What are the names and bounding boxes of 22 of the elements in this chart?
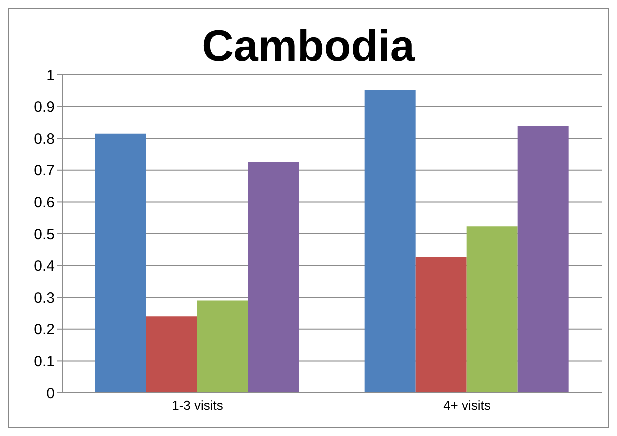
bar [197, 300, 248, 393]
y-tick-label: 1 [46, 67, 55, 84]
bar [95, 134, 146, 393]
y-tick-label: 0.3 [34, 290, 55, 307]
y-tick-label: 0.9 [34, 99, 55, 116]
bar [364, 90, 416, 393]
y-tick-label: 0.2 [34, 322, 55, 339]
bar [466, 226, 518, 393]
y-tick-label: 0 [46, 385, 55, 402]
x-tick-label: 4+ visits [444, 398, 492, 414]
y-tick-label: 0.5 [34, 226, 55, 244]
bar [146, 316, 198, 393]
y-tick-label: 0.7 [34, 162, 55, 180]
y-tick-label: 0.4 [34, 258, 55, 276]
bar [416, 257, 467, 393]
y-tick-label: 0.6 [34, 194, 55, 212]
chart-title: Cambodia [196, 22, 421, 71]
bar [248, 162, 300, 393]
y-tick-label: 0.8 [34, 130, 55, 148]
y-tick-label: 0.1 [34, 354, 55, 371]
bar [518, 126, 569, 393]
x-tick-label: 1-3 visits [172, 398, 224, 414]
